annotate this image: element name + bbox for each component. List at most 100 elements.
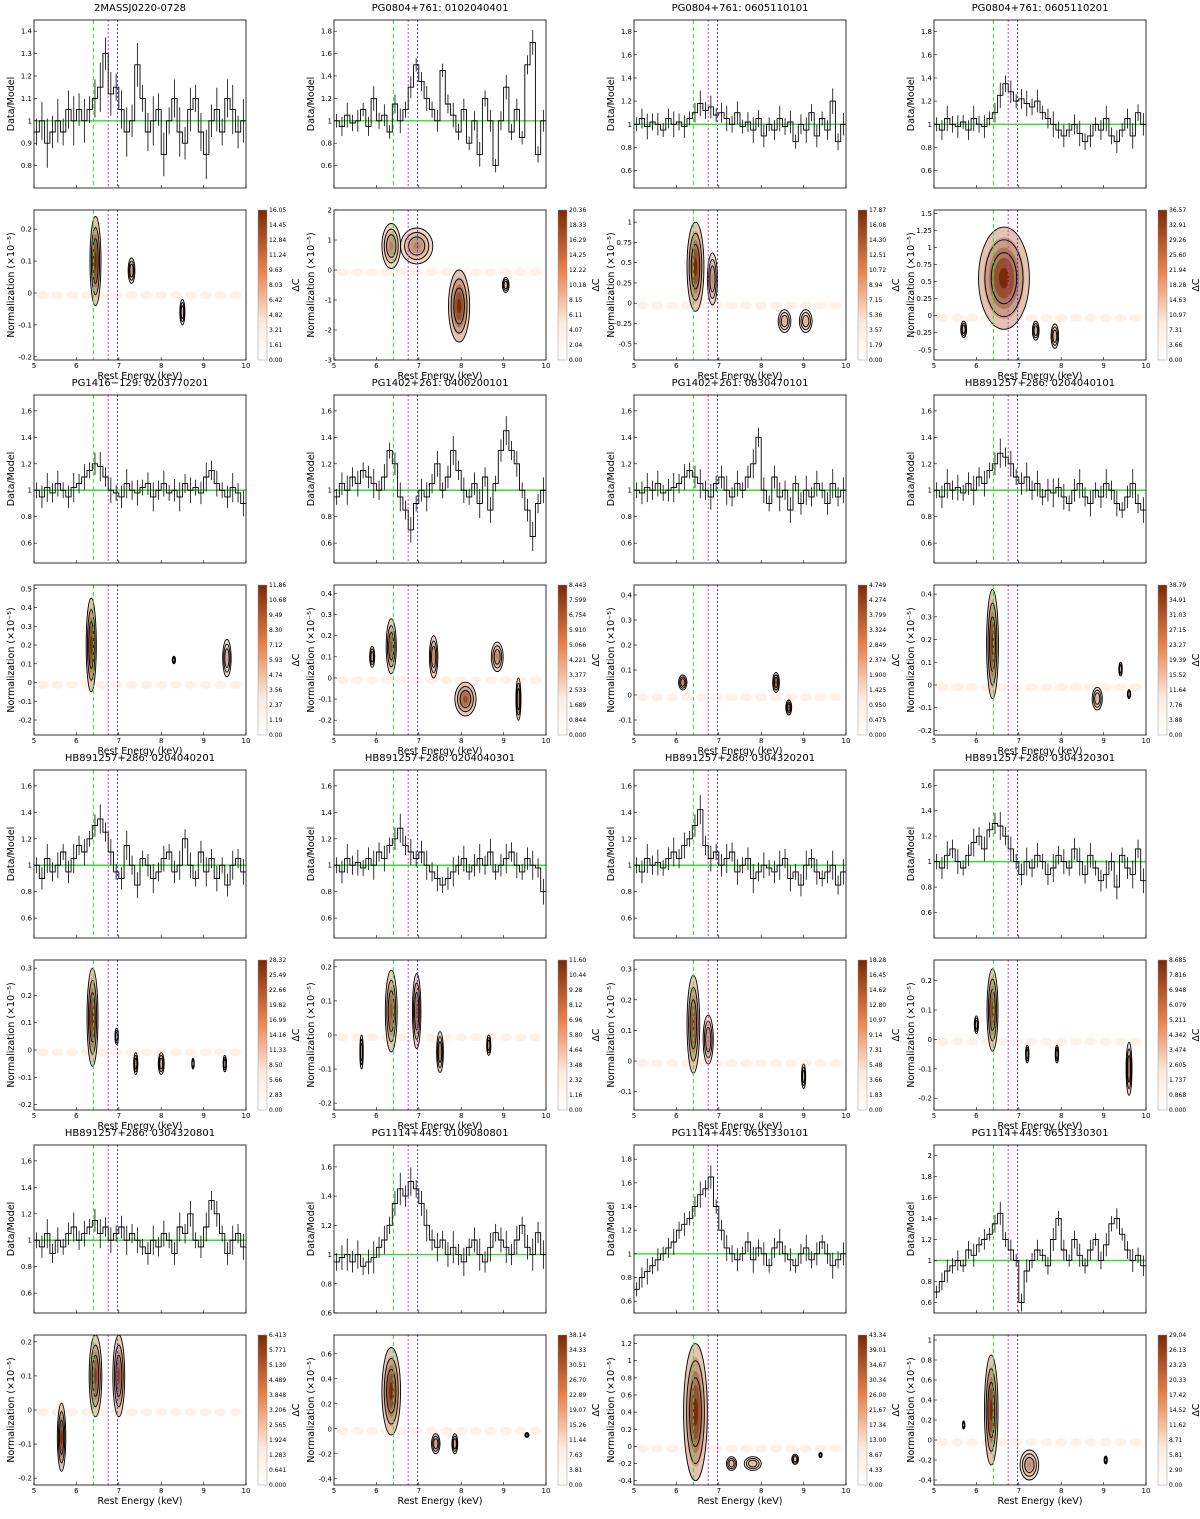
ratio-plot [334,1145,546,1313]
norm-axes-frame [633,1334,847,1486]
ratio-axes-frame [333,769,547,939]
x-tick-label: 10 [1142,362,1151,370]
colorbar-tick-label: 15.52 [1169,672,1186,679]
panel-title: PG1402+261: 0400200101 [372,378,509,389]
colorbar-tick-label: 6.413 [269,1332,286,1339]
colorbar-tick-label: 23.27 [1169,642,1186,649]
y-tick-label: 0 [928,312,932,320]
delta-c-haze [66,1408,79,1417]
colorbar [857,1334,868,1486]
confidence-contour [437,1041,443,1063]
x-tick-label: 6 [74,1487,79,1495]
panel: HB891257+286: 0304320801 0.6 0.8 1 1.2 1.4 1.6… [6,1128,302,1507]
delta-c-haze [81,1408,93,1417]
y-tick-label: -1 [325,297,332,305]
colorbar-tick-label: 3.56 [269,687,283,694]
y-tick-label: 1.4 [21,28,33,36]
delta-c-haze [725,1059,738,1068]
y-tick-label: 1.6 [921,407,933,415]
y-tick-label: -3 [325,357,332,365]
x-tick-label: 8 [759,1112,763,1120]
delta-c-region [975,1022,978,1027]
y-tick-label: 1 [628,219,632,227]
delta-c-haze [470,268,483,277]
panel-title: 2MASSJ0220-0728 [94,3,186,14]
confidence-contour [777,309,792,333]
colorbar-tick-label: 8.67 [869,1452,883,1459]
colorbar-tick-label: 4.33 [869,1467,883,1474]
norm-xlabel: Rest Energy (keV) [398,371,483,382]
confidence-contour [386,980,397,1043]
x-tick-label: 5 [32,362,36,370]
y-tick-label: 1.25 [916,227,932,235]
delta-c-region [1096,696,1099,701]
x-tick-label: 7 [117,1112,121,1120]
y-tick-label: 0.2 [21,642,32,650]
colorbar-tick-label: 5.80 [569,1032,583,1039]
y-tick-label: 0.8 [621,1274,632,1282]
colorbar-tick-label: 7.12 [269,642,283,649]
x-tick-label: 10 [242,1112,251,1120]
y-tick-label: 0.8 [921,144,932,152]
delta-c-haze [755,693,768,702]
y-tick-label: 1 [628,862,632,870]
colorbar-tick-label: 17.87 [869,207,886,214]
x-tick-label: 9 [201,1112,205,1120]
ratio-step [634,1176,846,1290]
confidence-contour [387,990,395,1033]
y-tick-label: 1.4 [921,434,933,442]
confidence-contour [1024,1457,1035,1473]
colorbar-label: ΔC [591,1403,602,1416]
colorbar-tick-label: 8.50 [269,1062,283,1069]
y-tick-label: 0.1 [321,997,332,1005]
confidence-contour [1021,1453,1037,1477]
delta-c-haze [799,1059,812,1068]
ratio-ylabel: Data/Model [606,827,617,881]
y-tick-label: 0.6 [621,1298,633,1306]
panel: PG1416−129: 0203770201 0.6 0.8 1 1.2 1.4 1.6 Da… [6,378,302,757]
x-tick-label: 10 [842,1112,851,1120]
confidence-contour [989,988,996,1032]
confidence-contour [791,1453,799,1465]
delta-c-region [463,695,468,703]
x-tick-label: 9 [1101,362,1105,370]
confidence-contour [961,324,966,334]
y-tick-label: -0.2 [18,353,32,361]
norm-axes-frame [933,1334,1147,1486]
ratio-step [634,809,846,886]
colorbar-tick-label: 3.206 [269,1407,286,1414]
y-tick-label: 1 [328,237,332,245]
delta-c-haze [636,1059,649,1068]
delta-c-haze [725,693,738,702]
confidence-contour [411,973,422,1050]
y-tick-label: 1.4 [621,809,633,817]
y-tick-label: 0.8 [621,513,632,521]
colorbar-tick-label: 4.07 [569,327,583,334]
y-tick-label: 0 [328,1032,332,1040]
x-tick-label: 7 [417,737,421,745]
confidence-contour [978,226,1030,330]
x-tick-label: 10 [242,362,251,370]
panel: PG0804+761: 0605110201 0.6 0.8 1 1.2 1.4 1.6 1.… [906,3,1200,382]
confidence-contour [819,1453,823,1457]
colorbar-label: ΔC [291,653,302,666]
delta-c-haze [784,1059,797,1068]
ratio-ylabel: Data/Model [6,1202,17,1256]
y-tick-label: 0.6 [921,1377,933,1385]
colorbar-tick-label: 6.754 [569,612,586,619]
y-tick-label: 0.1 [21,1372,32,1380]
y-tick-label: 1.6 [21,1157,33,1165]
confidence-contour [115,1355,123,1397]
colorbar-tick-label: 0.00 [569,1107,583,1114]
colorbar-tick-label: 12.84 [269,237,286,244]
colorbar-tick-label: 1.83 [869,1092,883,1099]
panel: PG1114+445: 0109080801 0.6 0.8 1 1.2 1.4 1.6 Da… [306,1128,602,1507]
y-tick-label: 0 [928,1437,932,1445]
colorbar-label: ΔC [1191,278,1200,291]
delta-c-haze [470,676,483,685]
norm-plot [636,960,842,1110]
ratio-ylabel: Data/Model [906,452,917,506]
colorbar-tick-label: 0.00 [1169,1482,1183,1489]
delta-c-haze [484,676,497,685]
